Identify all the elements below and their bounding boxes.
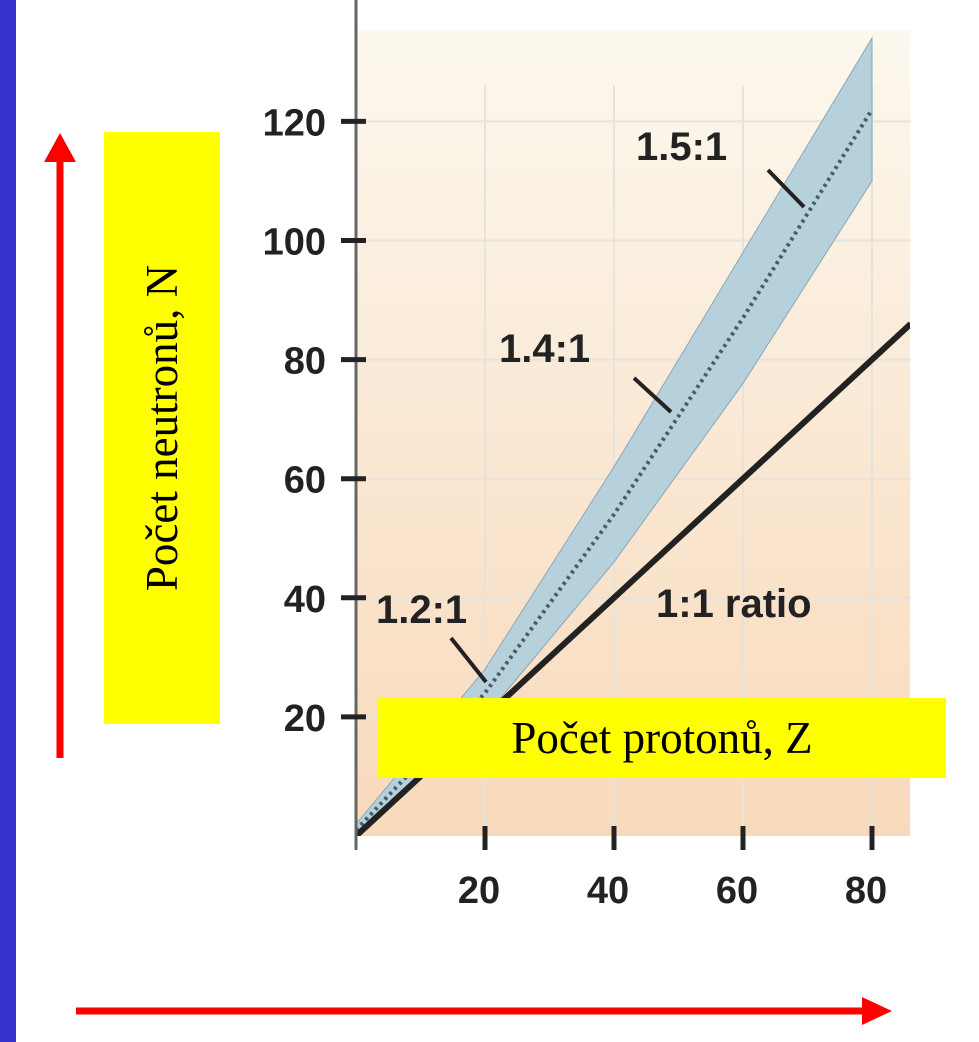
ratio-annotation: 1.5:1 [636, 125, 727, 169]
ratio-annotation: 1.4:1 [499, 327, 590, 371]
x-arrow-head [862, 997, 892, 1025]
y-tick-label: 20 [284, 698, 326, 740]
annotation-leader [632, 376, 673, 414]
y-tick-label: 120 [263, 102, 326, 144]
annotation-leader [766, 168, 806, 209]
ratio-annotation: 1.2:1 [376, 588, 467, 632]
series-label: 1:1 ratio [656, 582, 812, 626]
x-tick-label: 60 [716, 870, 758, 912]
y-arrow-head [44, 133, 76, 162]
x-axis-title: Počet protonů, Z [511, 713, 813, 763]
y-axis-title-box: Počet neutronů, N [104, 132, 220, 724]
slide: 20 40 60 80 100 120 20 40 60 80 1:1 ratio 1.2:1 1.4… [16, 0, 979, 1042]
y-tick-label: 100 [263, 222, 326, 264]
x-tick-label: 40 [587, 870, 629, 912]
stability-band-center [356, 108, 874, 832]
y-tick-label: 80 [284, 341, 326, 383]
x-axis-title-box: Počet protonů, Z [378, 698, 946, 778]
x-tick-label: 20 [458, 870, 500, 912]
y-tick-label: 40 [284, 579, 326, 621]
y-axis-title: Počet neutronů, N [137, 264, 187, 592]
grid [356, 85, 911, 836]
annotation-leader [449, 636, 488, 684]
y-tick-label: 60 [284, 460, 326, 502]
x-tick-label: 80 [845, 870, 887, 912]
